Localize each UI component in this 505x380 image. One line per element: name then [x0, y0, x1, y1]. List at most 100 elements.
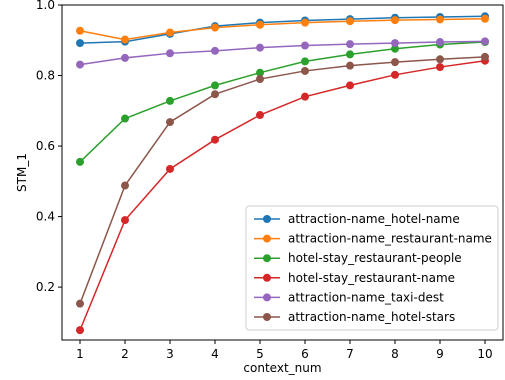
legend-label: attraction-name_hotel-name: [288, 212, 460, 226]
data-point: [346, 61, 354, 70]
legend-label: attraction-name_taxi-dest: [288, 290, 444, 304]
data-point: [301, 66, 309, 75]
legend-swatch-marker: [263, 273, 271, 282]
legend-item: attraction-name_hotel-name: [254, 212, 460, 226]
data-point: [166, 118, 174, 127]
data-point: [301, 57, 309, 66]
data-point: [436, 63, 444, 72]
data-point: [346, 40, 354, 49]
y-tick-label: 0.6: [36, 139, 55, 153]
series-line: [79, 41, 486, 163]
x-tick-label: 8: [391, 347, 399, 361]
y-tick-label: 0.2: [36, 280, 55, 294]
data-point: [481, 14, 489, 23]
data-point: [436, 38, 444, 47]
plot-area: [76, 12, 489, 335]
y-tick-label: 0.4: [36, 210, 55, 224]
data-point: [211, 81, 219, 90]
data-point: [166, 49, 174, 58]
x-axis: 1 2 3 4 5 6 7 8 9 10: [76, 340, 493, 361]
data-point: [166, 28, 174, 37]
legend-item: attraction-name_taxi-dest: [254, 290, 444, 304]
data-point: [256, 111, 264, 120]
legend-box: [245, 205, 499, 331]
x-tick-label: 6: [301, 347, 309, 361]
data-point: [256, 68, 264, 77]
data-point: [391, 44, 399, 53]
x-axis-label: context_num: [243, 361, 321, 375]
legend-label: hotel-stay_restaurant-people: [288, 251, 462, 265]
data-point: [76, 326, 84, 335]
y-tick-label: 0.8: [36, 69, 55, 83]
y-tick-label: 1.0: [36, 0, 55, 12]
data-point: [391, 70, 399, 79]
data-point: [76, 60, 84, 69]
data-point: [391, 39, 399, 48]
series-attraction-name_hotel-stars: [76, 52, 489, 308]
series-line: [79, 59, 486, 331]
y-axis-label: STM_1: [15, 153, 29, 192]
x-tick-label: 3: [166, 347, 174, 361]
data-point: [481, 37, 489, 46]
legend-swatch-marker: [263, 234, 271, 243]
data-point: [346, 81, 354, 90]
data-point: [301, 41, 309, 50]
data-point: [256, 75, 264, 84]
series-attraction-name_taxi-dest: [76, 37, 489, 69]
series-line: [79, 18, 486, 41]
data-point: [76, 39, 84, 48]
data-point: [166, 96, 174, 105]
data-point: [391, 58, 399, 67]
data-point: [346, 50, 354, 59]
series-line: [79, 15, 486, 44]
data-point: [121, 35, 129, 44]
y-axis: 0.2 0.4 0.6 0.8 1.0: [36, 0, 62, 294]
legend-label: hotel-stay_restaurant-name: [288, 271, 455, 285]
data-point: [76, 157, 84, 166]
data-point: [391, 16, 399, 25]
series-attraction-name_restaurant-name: [76, 14, 489, 44]
legend-item: attraction-name_restaurant-name: [254, 232, 492, 246]
legend-item: attraction-name_hotel-stars: [254, 310, 455, 324]
legend-swatch-marker: [263, 313, 271, 321]
legend-label: attraction-name_hotel-stars: [288, 310, 455, 324]
x-tick-label: 5: [256, 347, 264, 361]
series-line: [79, 40, 486, 66]
x-tick-label: 1: [76, 347, 84, 361]
data-point: [121, 216, 129, 225]
legend-swatch-marker: [263, 293, 271, 302]
x-tick-label: 9: [436, 347, 444, 361]
legend-swatch-marker: [263, 254, 271, 263]
data-point: [436, 15, 444, 24]
data-point: [121, 181, 129, 190]
data-point: [166, 164, 174, 173]
data-point: [211, 46, 219, 55]
data-point: [121, 114, 129, 123]
legend-label: attraction-name_restaurant-name: [288, 232, 492, 246]
legend-item: hotel-stay_restaurant-people: [254, 251, 462, 265]
data-point: [256, 20, 264, 29]
data-point: [76, 26, 84, 35]
data-point: [76, 299, 84, 308]
plot-frame: [61, 4, 504, 341]
series-line: [79, 56, 486, 304]
legend: attraction-name_hotel-name attraction-nam…: [245, 205, 499, 331]
x-tick-label: 4: [211, 347, 219, 361]
data-point: [211, 90, 219, 99]
x-tick-label: 2: [121, 347, 129, 361]
data-point: [301, 92, 309, 101]
legend-swatch-marker: [263, 215, 271, 223]
series-hotel-stay_restaurant-name: [76, 56, 489, 335]
data-point: [211, 135, 219, 144]
data-point: [481, 52, 489, 61]
data-point: [211, 23, 219, 32]
data-point: [256, 43, 264, 52]
data-point: [301, 18, 309, 27]
x-tick-label: 10: [477, 347, 492, 361]
legend-item: hotel-stay_restaurant-name: [254, 271, 455, 285]
data-point: [346, 17, 354, 26]
x-tick-label: 7: [346, 347, 354, 361]
data-point: [121, 53, 129, 62]
data-point: [436, 55, 444, 64]
